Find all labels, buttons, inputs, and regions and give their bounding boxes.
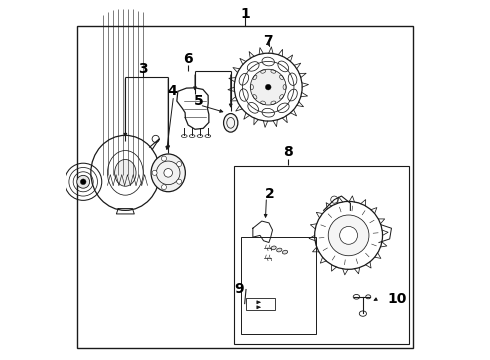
Circle shape [164, 168, 172, 177]
Text: 5: 5 [194, 94, 203, 108]
Ellipse shape [277, 248, 282, 252]
Circle shape [152, 170, 157, 175]
Circle shape [328, 215, 369, 256]
Ellipse shape [151, 154, 185, 192]
Text: 9: 9 [235, 282, 245, 296]
Circle shape [177, 162, 182, 167]
Circle shape [266, 84, 271, 90]
Text: 1: 1 [240, 7, 250, 21]
Circle shape [162, 156, 167, 161]
Circle shape [162, 185, 167, 190]
Circle shape [80, 179, 86, 185]
Circle shape [340, 226, 358, 244]
Text: 3: 3 [138, 62, 148, 76]
Text: 4: 4 [167, 84, 176, 98]
Text: 7: 7 [264, 34, 273, 48]
Circle shape [77, 175, 90, 188]
Bar [246, 298, 275, 310]
Ellipse shape [271, 246, 276, 250]
Circle shape [177, 179, 182, 184]
Text: 2: 2 [265, 186, 275, 201]
Text: 6: 6 [183, 51, 193, 66]
Ellipse shape [115, 159, 136, 186]
Text: 10: 10 [388, 292, 407, 306]
Ellipse shape [282, 250, 288, 254]
Ellipse shape [223, 113, 238, 132]
Text: 8: 8 [283, 145, 293, 159]
Circle shape [250, 69, 286, 105]
Bar [234, 166, 409, 344]
Bar [242, 237, 317, 334]
